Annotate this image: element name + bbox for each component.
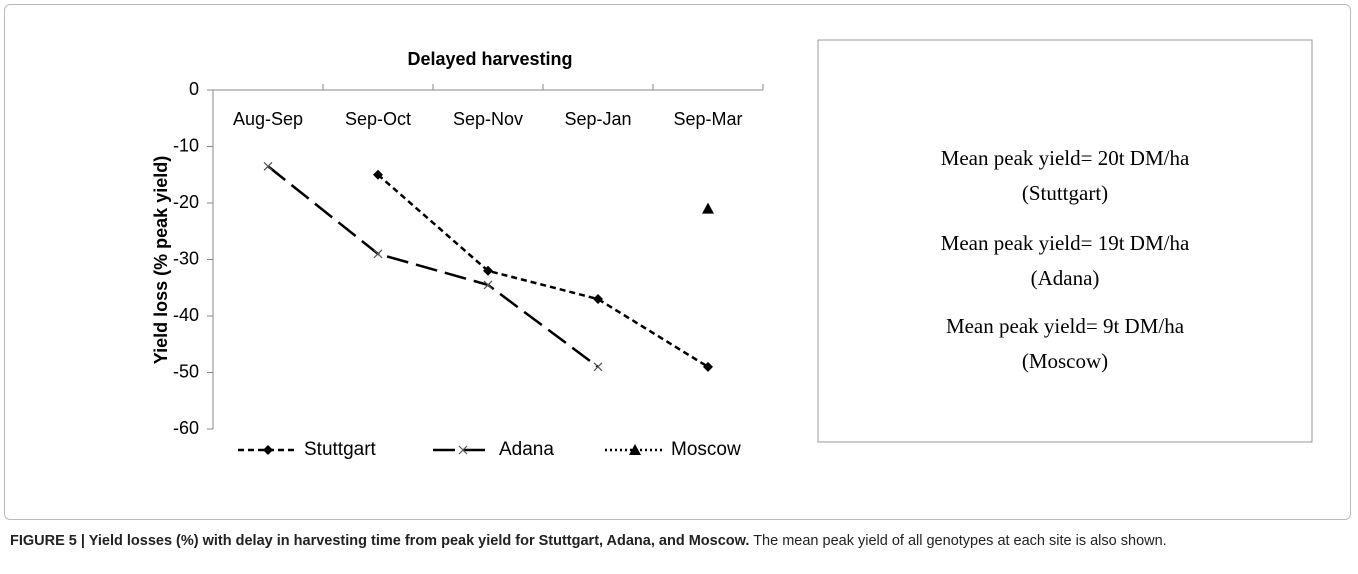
y-tick-label: -20 [173,192,199,212]
annotation: (Adana) [1031,266,1100,290]
annotation: (Stuttgart) [1022,181,1108,205]
marker [703,361,713,372]
series-line [377,173,709,368]
y-tick-label: -40 [173,305,199,325]
y-tick-label: -50 [173,361,199,381]
y-tick-label: -60 [173,418,199,438]
x-tick-label: Aug-Sep [233,109,303,129]
legend-label: Moscow [671,439,741,460]
x-tick-label: Sep-Nov [453,109,523,129]
marker [629,444,641,455]
chart: Delayed harvesting Yield loss (% peak yi… [151,39,1313,460]
marker [373,169,383,180]
series-line [267,165,599,368]
caption-text: The mean peak yield of all genotypes at … [753,533,1167,549]
caption-label: FIGURE 5 | Yield losses (%) with delay i… [10,533,750,549]
marker [702,202,714,214]
legend-label: Adana [499,439,554,460]
marker [483,280,493,290]
marker [458,445,468,455]
annotation: Mean peak yield= 9t DM/ha [946,314,1185,338]
annotation: Mean peak yield= 19t DM/ha [941,231,1190,255]
marker [593,362,603,372]
annotation-box [817,39,1313,443]
x-tick-label: Sep-Jan [564,109,631,129]
marker [593,294,603,305]
chart-title: Delayed harvesting [407,49,572,69]
marker [483,265,493,276]
figure-frame [4,4,1351,520]
annotation: Mean peak yield= 20t DM/ha [941,146,1190,170]
marker [373,249,383,259]
marker [263,161,273,171]
y-tick-label: -10 [173,135,199,155]
x-tick-label: Sep-Mar [673,109,742,129]
legend-label: Stuttgart [304,439,377,460]
y-tick-label: -30 [173,248,199,268]
annotation: (Moscow) [1022,349,1108,373]
y-axis-label: Yield loss (% peak yield) [151,156,171,364]
caption: FIGURE 5 | Yield losses (%) with delay i… [10,530,1345,552]
x-tick-label: Sep-Oct [345,109,411,129]
y-tick-label: 0 [189,79,199,99]
marker [263,445,273,455]
